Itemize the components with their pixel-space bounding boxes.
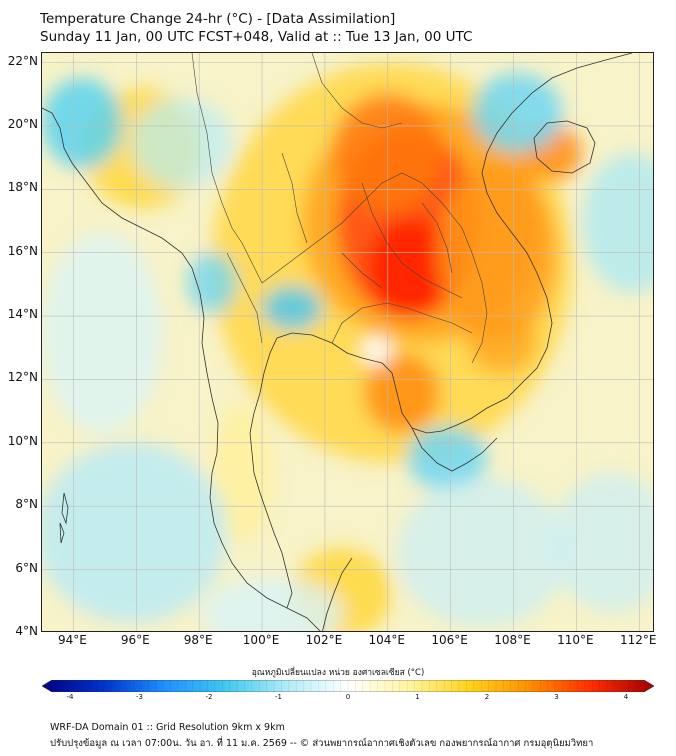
lon-tick-label: 96°E xyxy=(120,633,150,647)
map-panel xyxy=(41,52,654,632)
lon-tick-label: 104°E xyxy=(368,633,406,647)
chart-title: Temperature Change 24-hr (°C) - [Data As… xyxy=(40,10,472,46)
lat-lon-gridlines xyxy=(42,53,653,631)
colorbar-gradient xyxy=(42,680,654,692)
lon-tick-label: 102°E xyxy=(305,633,343,647)
colorbar-tick-label: 3 xyxy=(554,693,559,701)
colorbar-tick-label: -4 xyxy=(66,693,74,701)
lon-tick-label: 94°E xyxy=(57,633,87,647)
lon-tick-label: 106°E xyxy=(431,633,468,647)
temperature-change-map xyxy=(42,53,653,631)
lat-tick-label: 4°N xyxy=(15,624,38,638)
lat-tick-label: 16°N xyxy=(7,243,38,258)
lat-tick-label: 20°N xyxy=(7,116,38,131)
title-line-1: Temperature Change 24-hr (°C) - [Data As… xyxy=(40,11,396,27)
colorbar-tick-label: -2 xyxy=(205,693,213,701)
lon-tick-label: 110°E xyxy=(557,633,594,647)
lat-tick-label: 18°N xyxy=(7,180,38,195)
temperature-field xyxy=(42,63,653,631)
lon-tick-label: 100°E xyxy=(242,633,280,647)
colorbar-tick-label: 4 xyxy=(623,693,629,701)
colorbar-tick-label: 1 xyxy=(415,693,420,701)
colorbar-tick-label: 2 xyxy=(484,693,490,701)
lat-tick-label: 22°N xyxy=(7,53,38,68)
colorbar-tick-label: 0 xyxy=(345,693,351,701)
lon-tick-label: 98°E xyxy=(183,633,213,647)
lon-tick-label: 112°E xyxy=(620,633,657,647)
lat-tick-label: 12°N xyxy=(7,370,38,385)
title-line-2: Sunday 11 Jan, 00 UTC FCST+048, Valid at… xyxy=(40,29,473,45)
lat-tick-label: 14°N xyxy=(7,307,38,322)
lat-tick-label: 10°N xyxy=(7,433,38,448)
colorbar xyxy=(42,680,654,692)
footer-line-1: WRF-DA Domain 01 :: Grid Resolution 9km … xyxy=(50,722,285,733)
colorbar-title: อุณหภูมิเปลี่ยนแปลง หน่วย องศาเซลเซียส (… xyxy=(251,668,425,678)
lat-tick-label: 8°N xyxy=(15,497,38,512)
country-borders xyxy=(191,53,488,364)
coastlines-and-borders xyxy=(42,53,633,631)
footer-line-2: ปรับปรุงข้อมูล ณ เวลา 07:00น. วัน อา. ที… xyxy=(50,738,594,749)
lat-tick-label: 6°N xyxy=(15,560,38,575)
lon-tick-label: 108°E xyxy=(494,633,531,647)
colorbar-tick-label: -1 xyxy=(275,693,282,701)
colorbar-tick-label: -3 xyxy=(136,693,143,701)
